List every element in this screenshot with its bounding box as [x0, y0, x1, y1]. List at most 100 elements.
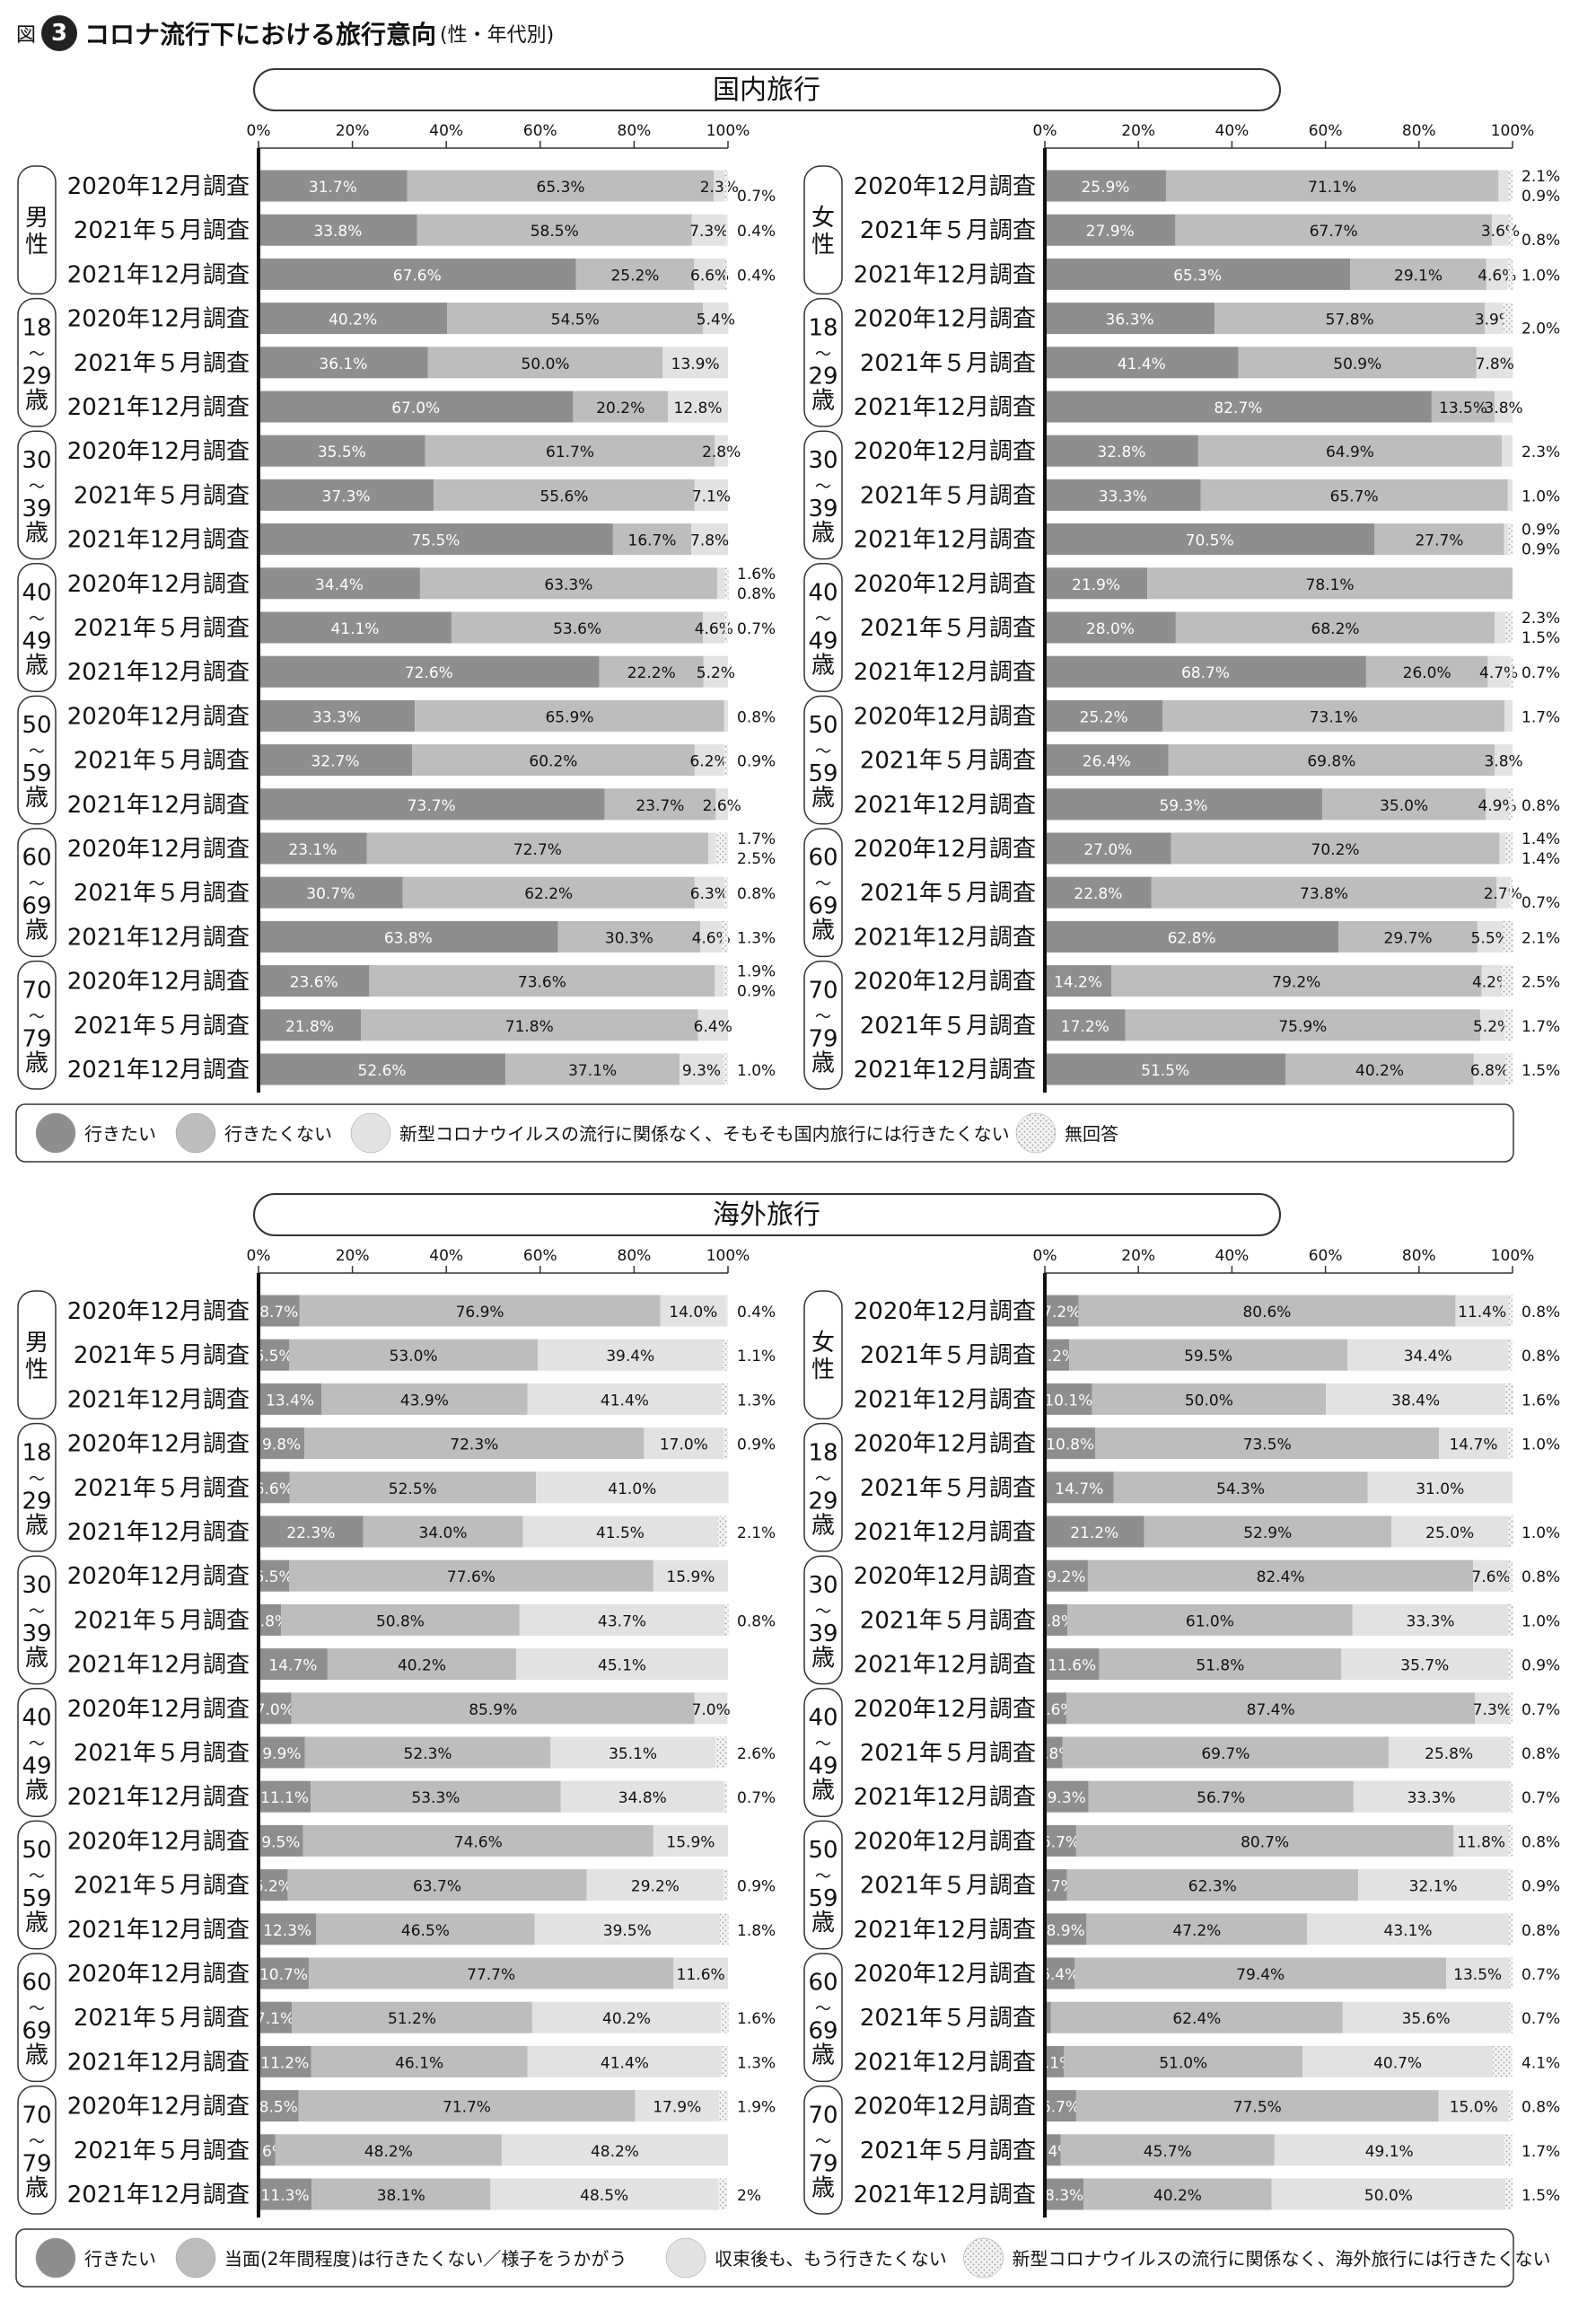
legend-swatch: [1015, 1112, 1057, 1154]
chart-header-pill: [253, 1193, 1281, 1236]
row-label: 2021年12月調査: [854, 1652, 1036, 1679]
data-label: 34.4%: [1404, 1348, 1452, 1366]
data-label: 13.5%: [1439, 400, 1487, 417]
row-label: 2021年12月調査: [854, 792, 1036, 819]
group-label: 〜: [815, 1470, 831, 1489]
group-label: 〜: [29, 478, 45, 496]
bar-segment: [723, 876, 728, 909]
bar-segment: [259, 391, 574, 423]
data-label: 11.1%: [260, 1789, 309, 1807]
bar-segment: [522, 1515, 718, 1548]
data-label: 1.0%: [1521, 1524, 1560, 1542]
data-label: 1.6%: [1521, 1392, 1560, 1410]
bar-segment: [1493, 2045, 1513, 2077]
bar-segment: [668, 391, 728, 423]
bar-segment: [1045, 1515, 1144, 1548]
data-label: 27.9%: [1086, 223, 1135, 241]
group-label: 30: [808, 447, 837, 474]
bar-segment: [1162, 699, 1505, 732]
data-label: 67.6%: [393, 267, 442, 285]
bar-segment: [259, 2045, 311, 2077]
bar-segment: [1045, 523, 1375, 556]
group-label: 男: [25, 1330, 48, 1357]
bar-segment: [1045, 347, 1239, 379]
row-label: 2020年12月調査: [67, 571, 250, 598]
data-label: 2.5%: [1521, 974, 1560, 992]
data-label: 8.3%: [1045, 2187, 1083, 2205]
bar-segment: [1358, 1869, 1509, 1901]
group-label: 49: [808, 628, 837, 655]
data-label: 35.1%: [609, 1745, 657, 1763]
data-label: 10.8%: [1046, 1436, 1094, 1454]
bar-segment: [1326, 1383, 1506, 1415]
bar-segment: [557, 920, 701, 953]
group-bracket: [803, 1290, 843, 1420]
legend-label: 行きたくない: [224, 1123, 332, 1145]
bar-segment: [259, 523, 613, 556]
data-label: 64.9%: [1326, 444, 1374, 461]
group-label: 79: [22, 2150, 51, 2177]
group-label: 〜: [815, 610, 831, 629]
data-label: 1.3%: [1520, 2010, 1558, 2028]
data-label: 0.8%: [1521, 1922, 1560, 1940]
data-label: 54.5%: [551, 312, 600, 329]
group-label: 49: [22, 1753, 51, 1780]
data-label: 62.8%: [1168, 929, 1216, 947]
bar-segment: [327, 1648, 517, 1681]
data-label: 7.3%: [689, 223, 728, 241]
data-label: 53.0%: [390, 1348, 438, 1366]
data-label: 50.8%: [376, 1612, 425, 1630]
bar-segment: [1501, 965, 1513, 997]
bar-segment: [1274, 2134, 1504, 2166]
group-label: 〜: [29, 610, 45, 629]
bar-segment: [1078, 1295, 1456, 1327]
bar-segment: [1045, 303, 1215, 335]
bar-segment: [722, 920, 728, 953]
group-label: 〜: [815, 1735, 831, 1754]
data-label: 51.2%: [388, 2010, 436, 2028]
group-label: 〜: [815, 2132, 831, 2151]
bar-segment: [259, 1957, 309, 1989]
bar-segment: [1045, 1559, 1088, 1592]
group-bracket: [803, 1555, 843, 1685]
row-label: 2021年12月調査: [67, 1057, 250, 1084]
group-bracket: [803, 1820, 843, 1950]
data-label: 0.9%: [1521, 1878, 1560, 1896]
data-label: 2.3%: [1521, 444, 1560, 461]
group-label: 59: [808, 1885, 837, 1912]
bar-segment: [1168, 744, 1495, 777]
bar-segment: [723, 1869, 728, 1901]
data-label: 13.9%: [671, 356, 720, 373]
x-tick-label: 40%: [429, 1247, 463, 1265]
data-label: 40.2%: [1355, 1062, 1404, 1080]
row-label: 2021年５月調査: [860, 1013, 1036, 1040]
bar-segment: [1045, 1957, 1075, 1989]
bar-segment: [298, 2090, 636, 2122]
bar-segment: [259, 699, 416, 732]
data-label: 7.3%: [1473, 1701, 1512, 1719]
bar-segment: [259, 611, 452, 644]
bar-segment: [1508, 1559, 1513, 1592]
bar-segment: [259, 2178, 312, 2210]
row-label: 2021年12月調査: [854, 659, 1036, 686]
group-label: 〜: [815, 1603, 831, 1621]
bar-segment: [694, 258, 725, 290]
data-label: 30.3%: [605, 929, 653, 947]
bar-segment: [724, 567, 729, 600]
group-label: 男: [25, 205, 48, 232]
row-label: 2021年５月調査: [860, 1342, 1036, 1369]
group-label: 歳: [25, 785, 48, 812]
bar-segment: [1045, 1603, 1068, 1636]
data-label: 0.7%: [737, 620, 776, 638]
bar-segment: [407, 170, 715, 202]
data-label: 35.0%: [1380, 797, 1428, 815]
group-label: 40: [22, 1705, 51, 1732]
x-tick-label: 0%: [1033, 1247, 1057, 1265]
data-label: 80.6%: [1242, 1304, 1291, 1322]
data-label: 11.6%: [677, 1966, 725, 1984]
row-label: 2021年５月調査: [74, 482, 250, 509]
bar-segment: [1347, 1339, 1509, 1371]
group-label: 30: [22, 447, 51, 474]
data-label: 15.0%: [1450, 2099, 1498, 2117]
bar-segment: [1086, 1913, 1308, 1945]
